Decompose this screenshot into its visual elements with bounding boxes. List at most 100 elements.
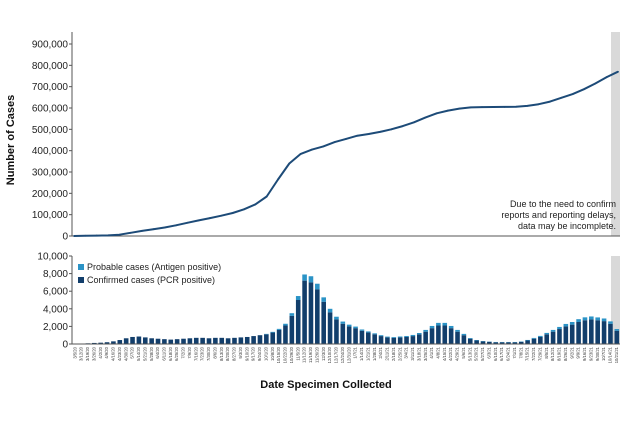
y-tick-label-top: 100,000 bbox=[32, 210, 69, 221]
cumulative-cases-point bbox=[470, 106, 472, 108]
x-tick-label: 11/26/20 bbox=[314, 346, 319, 363]
probable-cases-bar bbox=[576, 319, 581, 322]
cumulative-cases-point bbox=[538, 103, 540, 105]
x-tick-label: 3/18/21 bbox=[416, 346, 421, 361]
probable-cases-bar bbox=[449, 326, 454, 328]
x-tick-label: 8/12/21 bbox=[550, 346, 555, 361]
probable-cases-bar bbox=[468, 338, 473, 339]
x-tick-label: 7/30/20 bbox=[206, 346, 211, 361]
cumulative-cases-point bbox=[583, 88, 585, 90]
confirmed-cases-bar bbox=[583, 320, 588, 344]
x-tick-label: 6/18/20 bbox=[168, 346, 173, 361]
x-tick-label: 9/23/21 bbox=[588, 346, 593, 361]
confirmed-cases-bar bbox=[557, 329, 562, 344]
y-tick-label-top: 800,000 bbox=[32, 61, 69, 72]
cumulative-cases-point bbox=[107, 234, 109, 236]
x-tick-label: 10/29/20 bbox=[289, 346, 294, 363]
confirmed-cases-bar bbox=[245, 337, 250, 344]
probable-cases-bar bbox=[341, 322, 346, 324]
cumulative-cases-point bbox=[549, 101, 551, 103]
x-tick-label: 9/10/20 bbox=[244, 346, 249, 361]
cumulative-cases-point bbox=[492, 106, 494, 108]
x-tick-label: 9/17/20 bbox=[251, 346, 256, 361]
x-tick-label: 9/30/21 bbox=[595, 346, 600, 361]
probable-cases-bar bbox=[462, 334, 467, 335]
confirmed-cases-bar bbox=[328, 312, 333, 344]
probable-cases-bar bbox=[321, 297, 326, 301]
confirmed-cases-bar bbox=[290, 316, 295, 344]
probable-cases-bar bbox=[538, 336, 543, 337]
x-tick-label: 10/1/20 bbox=[263, 346, 268, 361]
cumulative-cases-point bbox=[141, 230, 143, 232]
probable-cases-bar bbox=[379, 335, 384, 336]
x-tick-label: 2/18/21 bbox=[391, 346, 396, 361]
confirmed-cases-bar bbox=[595, 320, 600, 344]
x-tick-label: 12/3/20 bbox=[321, 346, 326, 361]
cumulative-cases-point bbox=[84, 235, 86, 237]
probable-cases-bar bbox=[315, 284, 320, 290]
x-tick-label: 7/22/21 bbox=[531, 346, 536, 361]
confirmed-cases-bar bbox=[551, 332, 556, 344]
x-tick-label: 8/20/20 bbox=[225, 346, 230, 361]
confirmed-cases-bar bbox=[525, 340, 530, 344]
probable-cases-bar bbox=[608, 321, 613, 323]
x-tick-label: 2/4/21 bbox=[378, 346, 383, 358]
x-tick-label: 7/1/21 bbox=[512, 346, 517, 358]
x-tick-label: 1/7/21 bbox=[353, 346, 358, 358]
legend-swatch bbox=[78, 264, 84, 270]
x-tick-label: 9/9/21 bbox=[576, 346, 581, 358]
cumulative-cases-point bbox=[277, 179, 279, 181]
probable-cases-bar bbox=[347, 325, 352, 327]
confirmed-cases-bar bbox=[181, 339, 186, 344]
x-tick-label: 8/5/21 bbox=[544, 346, 549, 358]
x-tick-label: 4/29/21 bbox=[455, 346, 460, 361]
probable-cases-bar bbox=[455, 330, 460, 332]
confirmed-cases-bar bbox=[341, 324, 346, 344]
confirmed-cases-bar bbox=[213, 338, 218, 344]
confirmed-cases-bar bbox=[570, 325, 575, 344]
cumulative-cases-point bbox=[368, 133, 370, 135]
x-tick-label: 1/14/21 bbox=[359, 346, 364, 361]
confirmed-cases-bar bbox=[392, 338, 397, 344]
x-tick-label: 3/12/20 bbox=[79, 346, 84, 361]
confirmed-cases-bar bbox=[385, 337, 390, 344]
confirmed-cases-bar bbox=[321, 302, 326, 344]
x-tick-label: 6/3/21 bbox=[486, 346, 491, 358]
cumulative-cases-point bbox=[254, 204, 256, 206]
x-tick-label: 9/24/20 bbox=[257, 346, 262, 361]
x-tick-label: 5/7/20 bbox=[130, 346, 135, 358]
x-tick-label: 3/4/21 bbox=[404, 346, 409, 358]
probable-cases-bar bbox=[270, 332, 275, 333]
probable-cases-bar bbox=[564, 324, 569, 326]
confirmed-cases-bar bbox=[149, 338, 154, 344]
x-tick-label: 12/10/20 bbox=[327, 346, 332, 363]
confirmed-cases-bar bbox=[239, 337, 244, 344]
x-tick-label: 1/21/21 bbox=[365, 346, 370, 361]
x-tick-label: 7/23/20 bbox=[200, 346, 205, 361]
y-tick-label-bottom: 0 bbox=[62, 340, 68, 351]
cumulative-cases-point bbox=[526, 105, 528, 107]
x-tick-label: 8/27/20 bbox=[232, 346, 237, 361]
confirmed-cases-bar bbox=[296, 300, 301, 344]
confirmed-cases-bar bbox=[200, 338, 205, 344]
confirmed-cases-bar bbox=[532, 339, 537, 344]
cumulative-cases-point bbox=[186, 222, 188, 224]
x-tick-label: 3/11/21 bbox=[410, 346, 415, 360]
cumulative-cases-point bbox=[413, 121, 415, 123]
x-tick-label: 6/11/20 bbox=[162, 346, 167, 360]
confirmed-cases-bar bbox=[283, 326, 288, 344]
probable-cases-bar bbox=[283, 324, 288, 326]
confirmed-cases-bar bbox=[449, 328, 454, 344]
probable-cases-bar bbox=[411, 335, 416, 336]
x-tick-label: 7/8/21 bbox=[518, 346, 523, 358]
x-tick-label: 4/22/21 bbox=[448, 346, 453, 361]
confirmed-cases-bar bbox=[379, 336, 384, 344]
confirmed-cases-bar bbox=[404, 337, 409, 344]
confirmed-cases-bar bbox=[589, 319, 594, 344]
y-tick-label-top: 700,000 bbox=[32, 82, 69, 93]
cumulative-cases-point bbox=[606, 76, 608, 78]
x-tick-label: 4/9/20 bbox=[104, 346, 109, 358]
